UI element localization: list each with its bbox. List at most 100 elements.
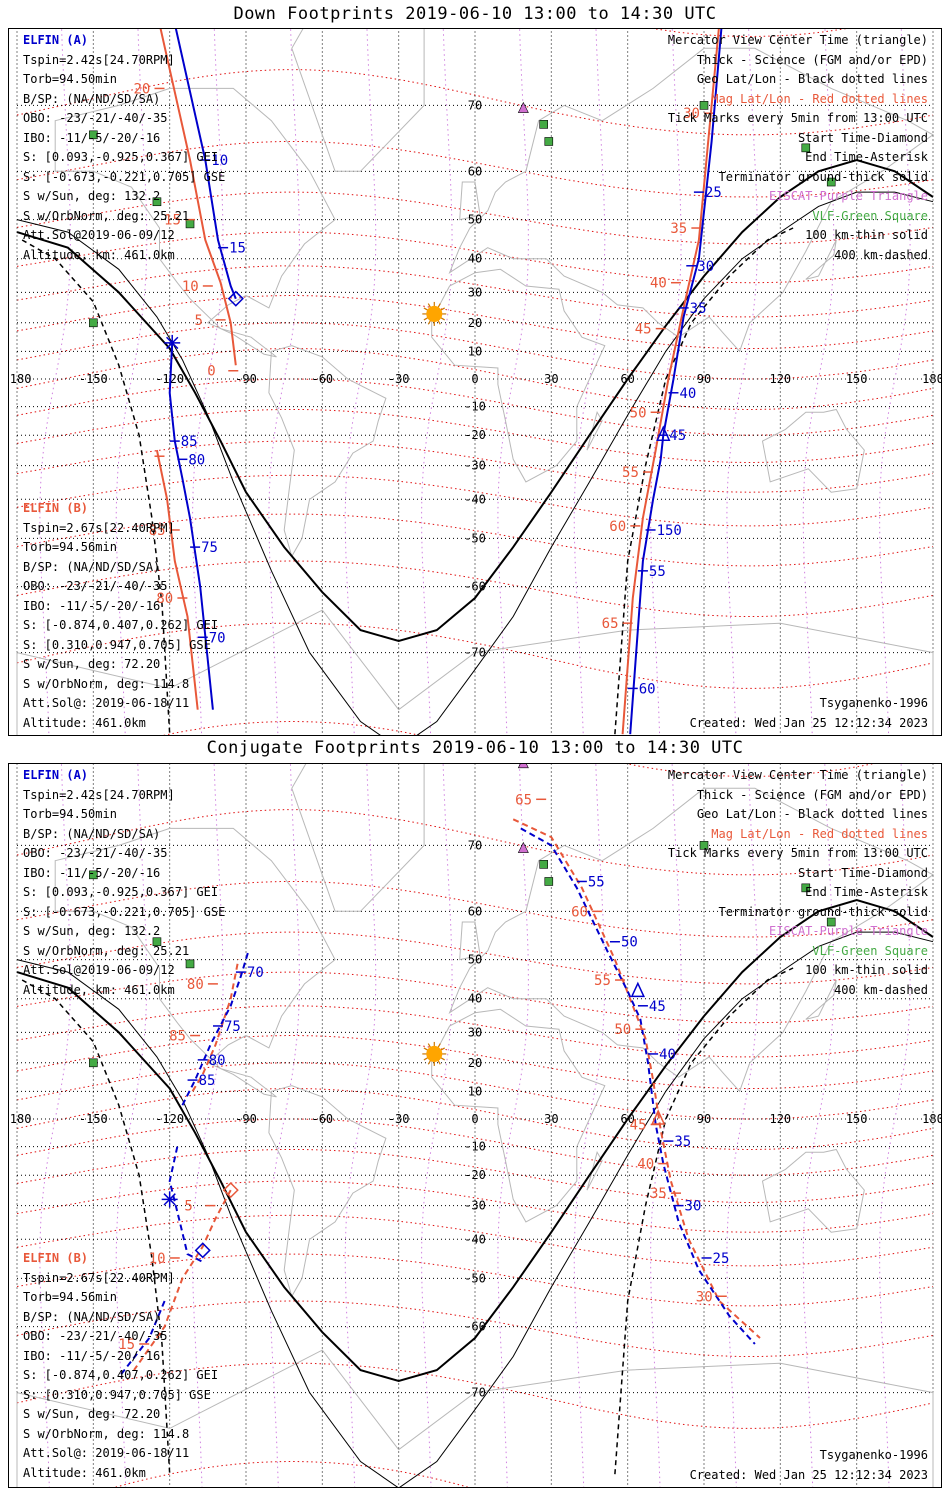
param-line: Torb=94.56min xyxy=(23,540,117,554)
param-line: S: [0.310,0.947,0.705] GSE xyxy=(23,637,211,652)
elfin-b-tick-label: 15 xyxy=(164,213,181,229)
param-line: Att.Sol@: 2019-06-18/11 xyxy=(23,696,190,710)
conjugate-footprints-title: Conjugate Footprints 2019-06-10 13:00 to… xyxy=(206,738,744,758)
legend-center-time: Mercator View Center Time (triangle) xyxy=(667,33,928,47)
model-name: Tsyganenko-1996 xyxy=(819,696,928,710)
elfin-b-tick-label: 10 xyxy=(149,1251,166,1267)
elfin-b-tick-label: 35 xyxy=(650,1186,667,1202)
elfin-a-conj-track xyxy=(181,950,250,1106)
elfin-a-tick-label: 10 xyxy=(211,153,228,169)
param-line: B/SP: (NA/ND/SD/SA) xyxy=(23,826,161,841)
elfin-a-params: Tspin=2.42s[24.70RPM] Torb=94.50min B/SP… xyxy=(23,51,225,266)
start-diamond-icon xyxy=(222,1182,239,1199)
param-line: S w/Sun, deg: 72.20 xyxy=(23,1407,161,1421)
end-asterisk-icon xyxy=(161,1191,178,1208)
param-line: Altitude, km: 461.0km xyxy=(23,247,175,262)
elfin-b-tick-label: 0 xyxy=(207,364,215,380)
lon-tick-label: 0 xyxy=(471,1112,478,1126)
param-line: S w/Sun, deg: 132.2 xyxy=(23,189,161,203)
lat-tick-label: 30 xyxy=(468,1025,482,1039)
param-line: S w/OrbNorm, deg: 25.21 xyxy=(23,208,190,223)
elfin-b-tick-label: 40 xyxy=(650,276,667,292)
elfin-b-track xyxy=(621,29,720,735)
elfin-a-tick-label: 40 xyxy=(679,386,696,402)
lon-tick-label: 120 xyxy=(769,372,791,386)
elfin-a-tick-label: 60 xyxy=(639,681,656,697)
coastline xyxy=(459,921,481,961)
vlf-square-icon xyxy=(152,197,162,207)
elfin-a-tick-label: 35 xyxy=(690,301,707,317)
param-line: OBO: -23/-21/-40/-35 xyxy=(23,846,168,860)
mag-lon-line xyxy=(573,29,606,735)
lat-tick-label: 50 xyxy=(468,953,482,967)
lon-tick-label: 180 xyxy=(922,372,941,386)
legend-thick: Thick - Science (FGM and/or EPD) xyxy=(696,52,928,67)
lon-tick-label: -150 xyxy=(79,372,108,386)
param-line: S: [-0.673,-0.221,0.705] GSE xyxy=(23,904,226,919)
legend-eiscat: EISCAT-Purple Triangle xyxy=(769,189,928,203)
mag-lon-line xyxy=(573,764,606,1487)
elfin-b-tick-label: 45 xyxy=(630,1118,647,1134)
elfin-b-tick-label: 35 xyxy=(670,221,687,237)
legend-ticks: Tick Marks every 5min from 13:00 UTC xyxy=(667,846,928,860)
param-line: S: [0.310,0.947,0.705] GSE xyxy=(23,1387,211,1402)
vlf-square-icon xyxy=(801,143,811,153)
elfin-b-tick-label: 80 xyxy=(156,591,173,607)
legend: Mercator View Center Time (triangle) Thi… xyxy=(668,31,928,265)
lat-tick-label: 40 xyxy=(468,992,482,1006)
coastline xyxy=(431,1008,606,1223)
mag-lon-line xyxy=(879,764,911,1487)
elfin-a-track xyxy=(168,342,214,710)
eiscat-triangle-icon xyxy=(517,764,529,769)
lon-tick-label: 120 xyxy=(769,1112,791,1126)
vlf-square-icon xyxy=(539,120,549,129)
mag-lon-line xyxy=(268,764,300,1487)
legend-geo: Geo Lat/Lon - Black dotted lines xyxy=(696,72,928,86)
lat-tick-label: 60 xyxy=(468,164,482,178)
sun-icon xyxy=(422,301,447,326)
sun-disc xyxy=(426,305,443,322)
param-line: IBO: -11/-5/-20/-16 xyxy=(23,865,161,880)
coastline xyxy=(268,1085,387,1298)
conjugate-footprints-map: -180 -150 -120 -90 -60 -30 0 30 60 90 120 150 180 70 6… xyxy=(9,764,941,1487)
lat-tick-label: 10 xyxy=(468,1084,482,1098)
coastline xyxy=(448,47,934,353)
lon-tick-label: -30 xyxy=(388,372,410,386)
elfin-b-header: ELFIN (B) xyxy=(23,1251,89,1265)
lon-tick-label: 180 xyxy=(922,1112,941,1126)
start-diamond-icon xyxy=(227,290,244,307)
legend-start: Start Time-Diamond xyxy=(797,865,928,880)
center-time-triangle-icon xyxy=(630,981,646,998)
elfin-a-tick-label: 40 xyxy=(659,1047,676,1063)
vlf-square-icon xyxy=(152,937,162,947)
param-line: Altitude: 461.0km xyxy=(23,715,146,730)
legend-mag: Mag Lat/Lon - Red dotted lines xyxy=(711,91,928,106)
param-line: Altitude: 461.0km xyxy=(23,1465,146,1480)
vlf-square-icon xyxy=(801,883,811,893)
param-line: OBO: -23/-21/-40/-35 xyxy=(23,111,168,125)
coastline xyxy=(291,764,425,912)
elfin-a-tick-label: 45 xyxy=(669,428,686,444)
lon-tick-label: 150 xyxy=(846,1112,868,1126)
mag-lon-line xyxy=(726,764,758,1487)
mag-lon-line xyxy=(39,29,71,735)
param-line: Torb=94.56min xyxy=(23,1290,117,1304)
param-line: Att.Sol@2019-06-09/12 xyxy=(23,228,175,242)
lon-tick-label: 90 xyxy=(697,372,711,386)
mag-lon-line xyxy=(268,29,300,735)
elfin-b-tick-label: 85 xyxy=(149,523,166,539)
lon-tick-label: -180 xyxy=(9,1112,31,1126)
elfin-b-tick-label: 85 xyxy=(169,1029,186,1045)
param-line: S w/Sun, deg: 132.2 xyxy=(23,924,161,938)
legend: Mercator View Center Time (triangle) Thi… xyxy=(668,766,928,1000)
lat-tick-label: 60 xyxy=(468,904,482,918)
param-line: OBO: -23/-21/-40/-35 xyxy=(23,579,168,593)
elfin-b-tick-label: 65 xyxy=(602,616,619,632)
param-line: S w/OrbNorm, deg: 114.8 xyxy=(23,676,190,691)
lon-tick-label: -90 xyxy=(235,1112,257,1126)
elfin-b-conj-track xyxy=(133,1189,232,1371)
mag-lat-line xyxy=(16,1062,934,1120)
elfin-b-tick-label: 50 xyxy=(630,405,647,421)
elfin-a-tick-label: 80 xyxy=(188,452,205,468)
lat-tick-label: 20 xyxy=(468,316,482,330)
